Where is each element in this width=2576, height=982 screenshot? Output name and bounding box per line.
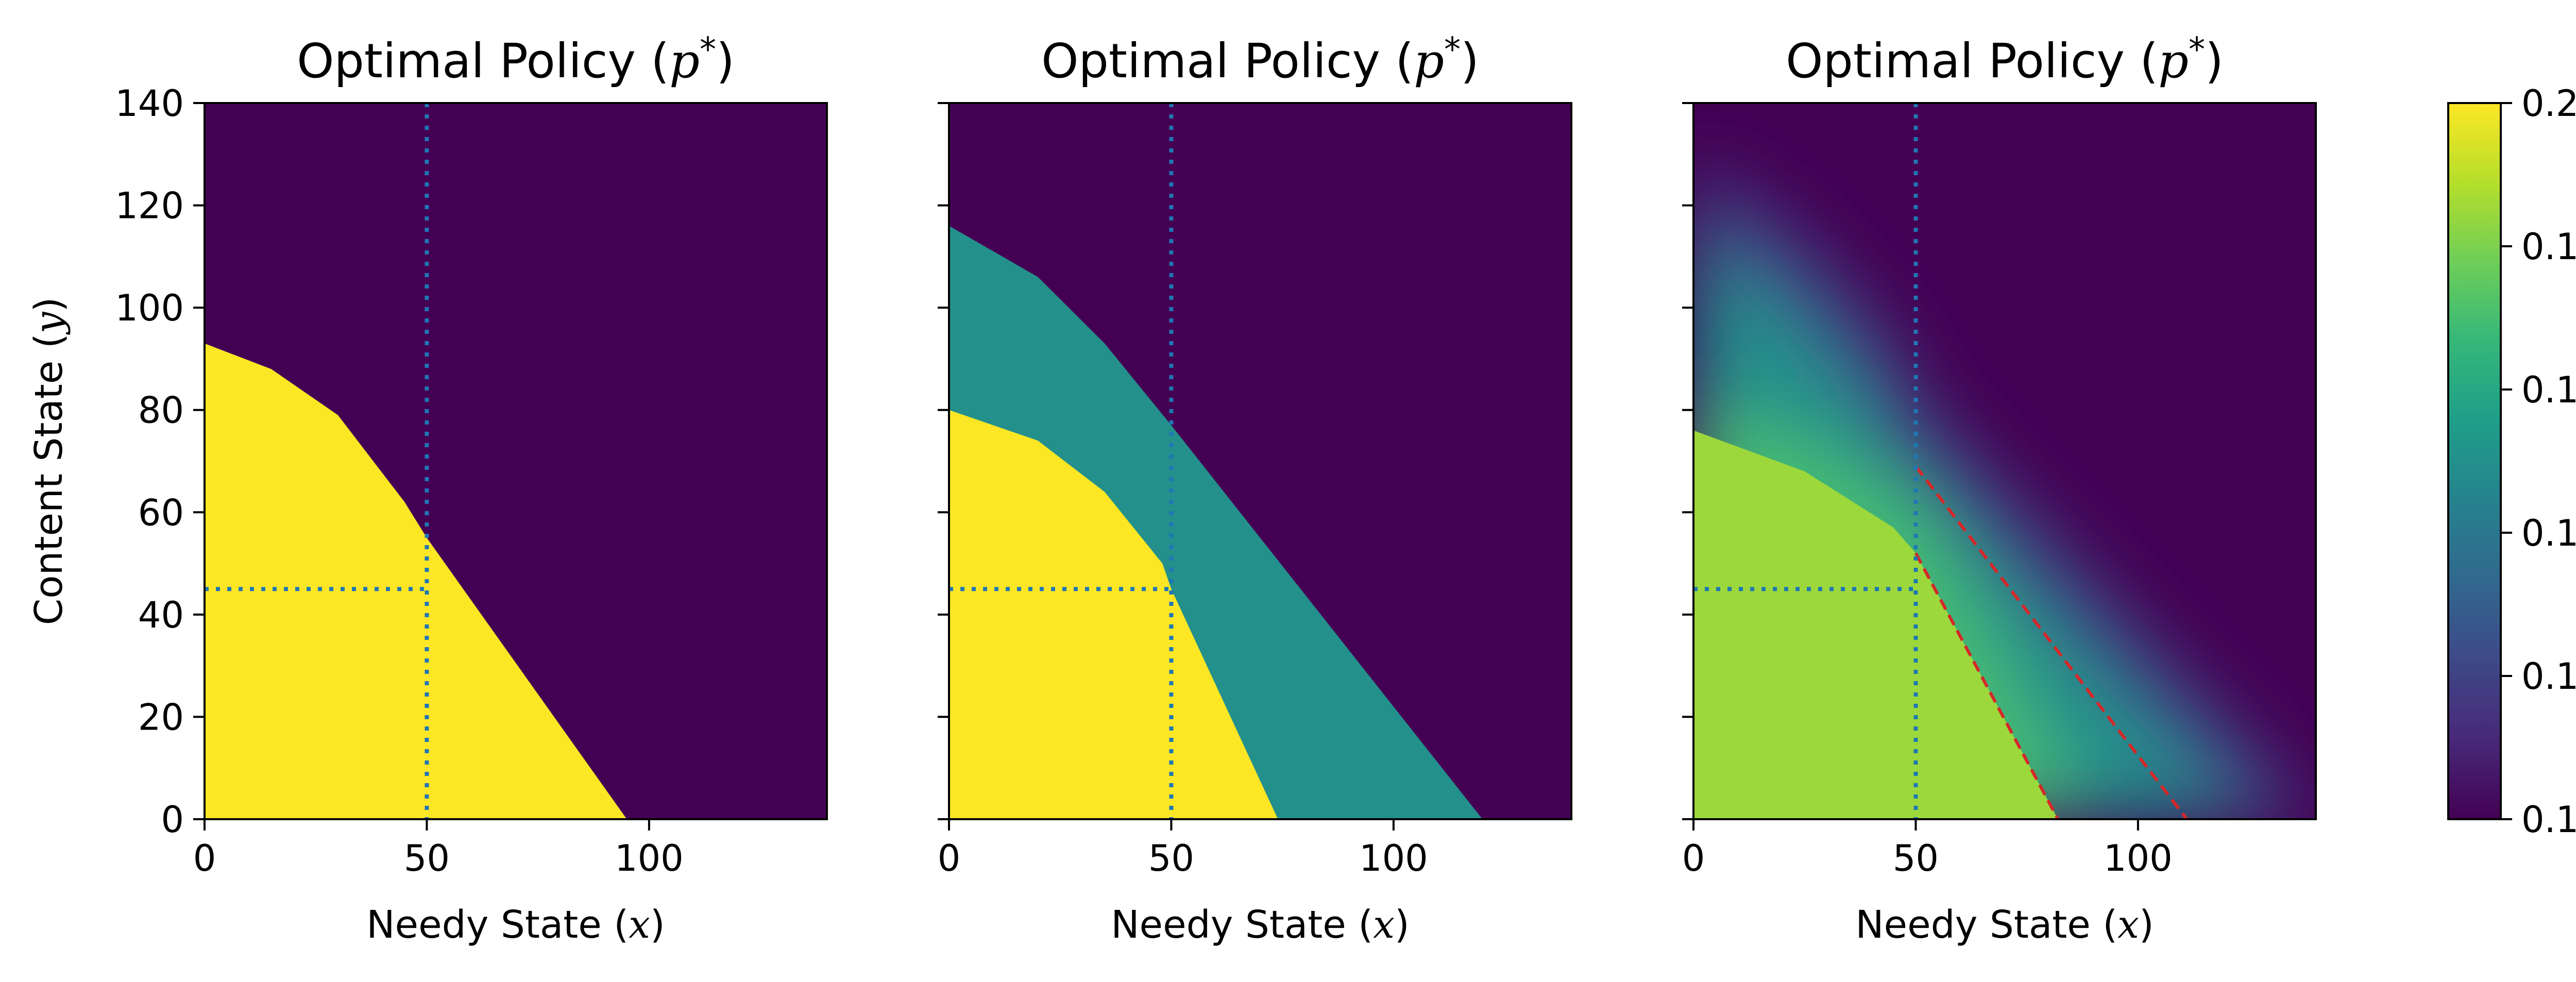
panel-3-x-tick-label: 50 xyxy=(1893,837,1939,879)
panel-2-y-ticks xyxy=(938,102,949,820)
panel-2-title: Optimal Policy (p*) xyxy=(1041,31,1479,89)
colorbar-ticks: 0.10 0.12 0.14 0.16 0.18 0.20 xyxy=(2501,82,2576,841)
panel-2-x-ticks: 0 50 100 xyxy=(938,819,1428,879)
panel-1-y-tick-label: 40 xyxy=(138,594,184,636)
panel-3-y-ticks xyxy=(1682,102,1693,820)
panel-1-x-tick-label: 100 xyxy=(615,837,684,879)
colorbar-tick-label: 0.18 xyxy=(2521,226,2576,268)
colorbar-bar xyxy=(2447,102,2502,820)
panel-2-frame xyxy=(948,102,1572,820)
panel-2-x-tick-label: 50 xyxy=(1148,837,1194,879)
panel-1-y-tick-label: 20 xyxy=(138,696,184,738)
panel-1-reference-lines xyxy=(205,103,429,819)
panel-3-x-ticks: 0 50 100 xyxy=(1682,819,2173,879)
panel-1-x-axis-label: Needy State (x) xyxy=(366,903,665,947)
panel-1-y-ticks: 0 20 40 60 80 100 120 140 xyxy=(115,82,205,841)
panel-1-y-axis-label: Content State (y) xyxy=(27,297,71,625)
panel-3-reference-lines xyxy=(1693,103,1918,819)
colorbar-tick-label: 0.20 xyxy=(2521,82,2576,125)
panel-1-title: Optimal Policy (p*) xyxy=(297,31,735,89)
panel-3-regions xyxy=(1693,164,2316,819)
panel-3-dashed-line-2 xyxy=(1914,465,2189,819)
colorbar: 0.10 0.12 0.14 0.16 0.18 0.20 xyxy=(2447,82,2576,841)
panel-2: 0 50 100 Optimal Policy (p*) Needy State (… xyxy=(938,31,1572,947)
panel-1-x-tick-label: 50 xyxy=(404,837,450,879)
panel-1-region-1 xyxy=(205,343,627,819)
panel-2-x-axis-label: Needy State (x) xyxy=(1111,903,1410,947)
panel-3-dashed-line-1 xyxy=(1914,552,2060,819)
panel-1: 0 50 100 0 20 40 60 80 100 120 140 Optimal Policy… xyxy=(27,31,828,947)
colorbar-tick-label: 0.14 xyxy=(2521,512,2576,554)
panel-1-y-tick-label: 120 xyxy=(115,185,184,227)
panel-3: 0 50 100 Optimal Policy (p*) Needy State (… xyxy=(1682,31,2317,947)
colorbar-tick-label: 0.12 xyxy=(2521,655,2576,698)
panel-2-region-2 xyxy=(949,410,1278,819)
panel-1-y-tick-label: 60 xyxy=(138,492,184,534)
panel-3-x-tick-label: 0 xyxy=(1682,837,1705,879)
panel-2-regions xyxy=(949,226,1483,819)
panel-1-y-tick-label: 100 xyxy=(115,287,184,329)
panel-3-x-tick-label: 100 xyxy=(2104,837,2173,879)
panel-3-frame xyxy=(1692,102,2317,820)
panel-1-y-tick-label: 0 xyxy=(161,799,184,841)
panel-3-title: Optimal Policy (p*) xyxy=(1786,31,2224,89)
panel-2-x-tick-label: 0 xyxy=(938,837,961,879)
panel-3-x-axis-label: Needy State (x) xyxy=(1855,903,2154,947)
panel-1-y-tick-label: 140 xyxy=(115,82,184,125)
panel-1-frame xyxy=(204,102,828,820)
panel-2-reference-lines xyxy=(949,103,1174,819)
colorbar-tick-label: 0.16 xyxy=(2521,369,2576,411)
colorbar-tick-label: 0.10 xyxy=(2521,799,2576,841)
panel-1-regions xyxy=(205,343,627,819)
panel-3-plateau xyxy=(1693,430,2058,819)
panel-1-x-ticks: 0 50 100 xyxy=(193,819,684,879)
panel-2-x-tick-label: 100 xyxy=(1359,837,1428,879)
panel-1-x-tick-label: 0 xyxy=(193,837,216,879)
panel-1-y-tick-label: 80 xyxy=(138,390,184,432)
